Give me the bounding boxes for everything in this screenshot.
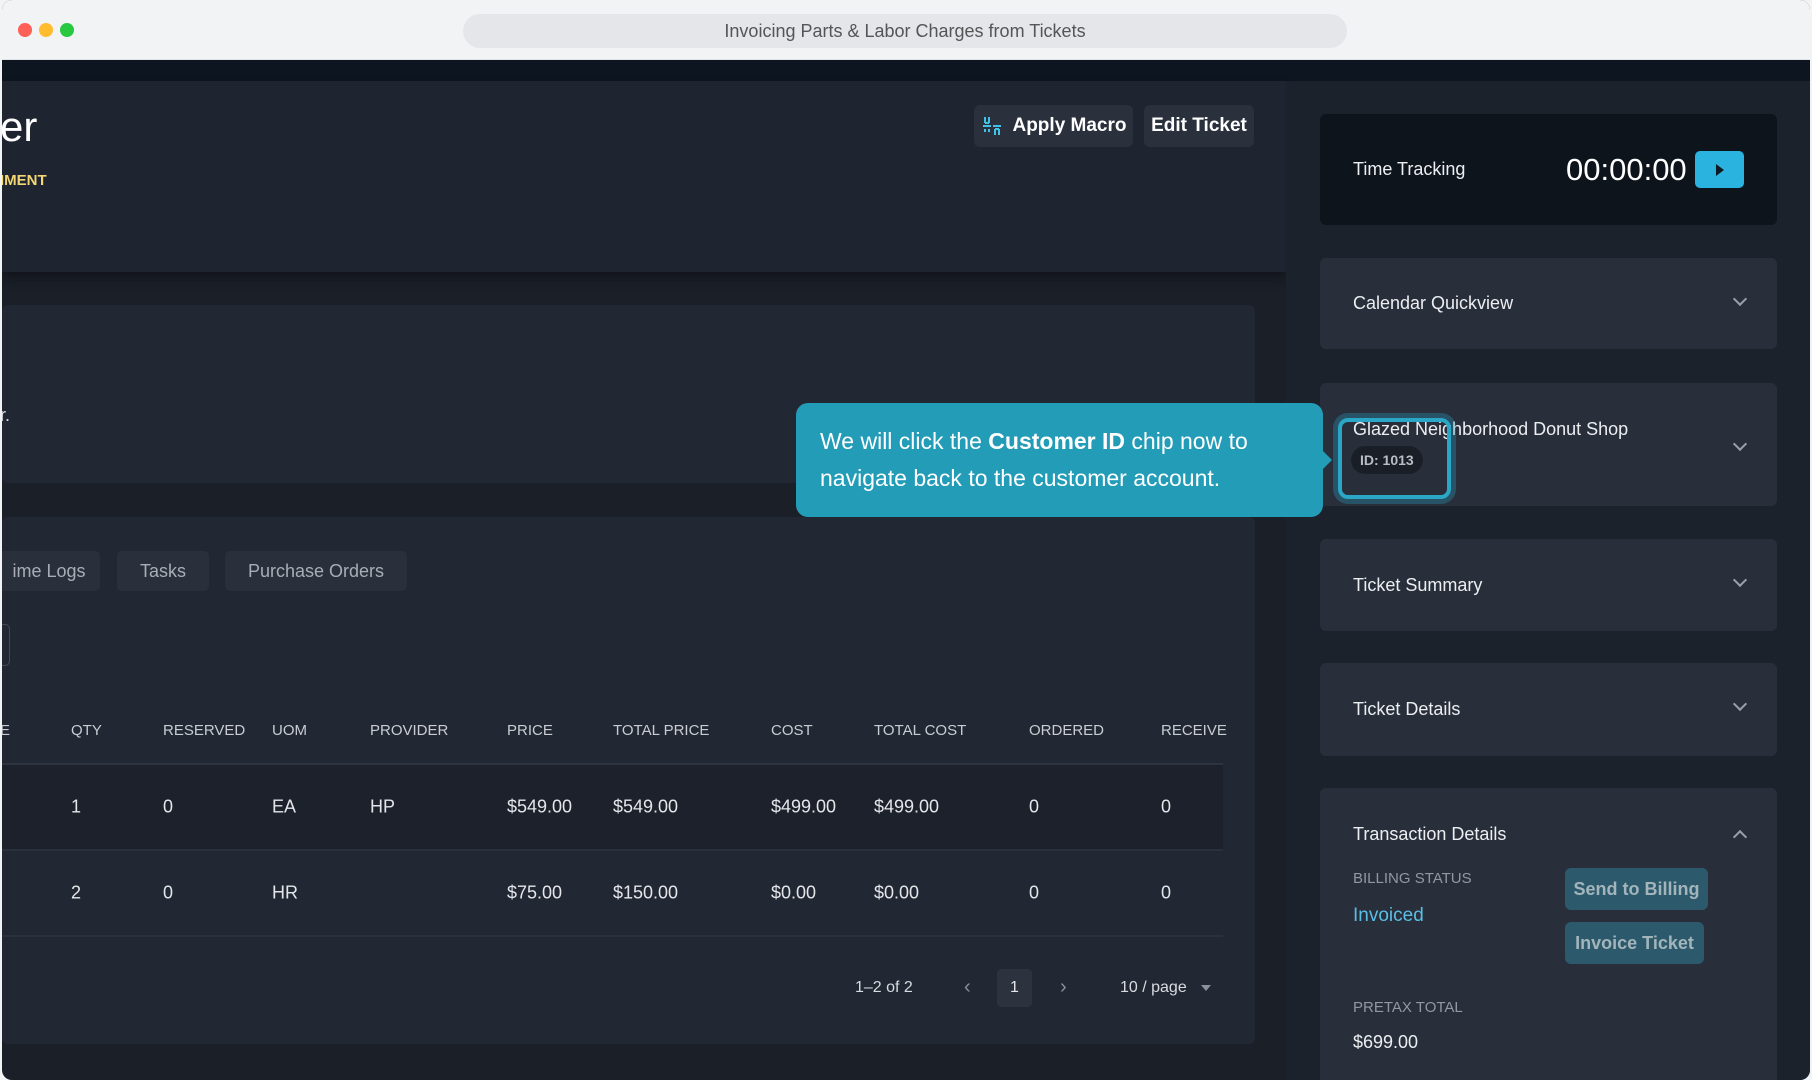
reserved-cell: 0 xyxy=(163,796,174,817)
ticket-details-title: Ticket Details xyxy=(1353,699,1461,719)
column-header: PRICE xyxy=(507,722,553,739)
column-header: QTY xyxy=(71,722,102,739)
qty-cell: 2 xyxy=(71,882,82,903)
chevron-down-icon xyxy=(1732,291,1748,307)
cost-cell: $499.00 xyxy=(771,796,837,817)
customer-card[interactable]: Glazed Neighborhood Donut Shop ID: 1013 xyxy=(1320,383,1777,506)
start-timer-button[interactable] xyxy=(1695,151,1744,188)
column-header: UOM xyxy=(272,722,307,739)
price-cell: $75.00 xyxy=(507,882,563,903)
table-row[interactable]: 2 0 HR $75.00 $150.00 $0.00 $0.00 0 0 xyxy=(2,851,1223,937)
edit-ticket-button[interactable]: Edit Ticket xyxy=(1144,105,1254,147)
tooltip-highlight: Customer ID xyxy=(988,428,1126,454)
reserved-cell: 0 xyxy=(163,882,174,903)
cost-cell: $0.00 xyxy=(771,882,817,903)
title-bar: Invoicing Parts & Labor Charges from Tic… xyxy=(2,0,1810,60)
tooltip-arrow xyxy=(1323,451,1332,469)
column-header: TOTAL COST xyxy=(874,722,967,739)
time-tracking-card: Time Tracking 00:00:00 xyxy=(1320,114,1777,225)
billing-status-value: Invoiced xyxy=(1353,905,1424,926)
billing-status-label: BILLING STATUS xyxy=(1353,870,1472,887)
time-tracking-label: Time Tracking xyxy=(1353,159,1466,179)
next-page-button[interactable]: › xyxy=(1060,976,1067,998)
macro-icon xyxy=(983,117,1002,135)
chevron-up-icon[interactable] xyxy=(1732,829,1748,845)
ticket-header: er IMENT Apply Macro Edit Ticket xyxy=(2,81,1286,272)
window-title: Invoicing Parts & Labor Charges from Tic… xyxy=(463,14,1347,48)
apply-macro-label: Apply Macro xyxy=(1012,115,1127,136)
price-cell: $549.00 xyxy=(507,796,573,817)
received-cell: 0 xyxy=(1161,796,1172,817)
ticket-tabs-panel: ime Logs Tasks Purchase Orders E QTY RES… xyxy=(2,517,1255,1044)
page-title: er xyxy=(2,103,38,150)
qty-cell: 1 xyxy=(71,796,82,817)
customer-id-chip[interactable]: ID: 1013 xyxy=(1351,446,1423,474)
customer-id-highlight xyxy=(1338,418,1451,499)
received-cell: 0 xyxy=(1161,882,1172,903)
chevron-down-icon xyxy=(1732,696,1748,712)
invoice-ticket-button[interactable]: Invoice Ticket xyxy=(1565,922,1704,964)
send-to-billing-button[interactable]: Send to Billing xyxy=(1565,868,1708,910)
page-size-select[interactable]: 10 / page xyxy=(1120,979,1211,997)
caret-down-icon xyxy=(1200,985,1211,991)
calendar-quickview-card[interactable]: Calendar Quickview xyxy=(1320,258,1777,349)
page-size-value: 10 / page xyxy=(1120,979,1187,996)
ordered-cell: 0 xyxy=(1029,882,1040,903)
tooltip-text: chip now to navigate back to the custome… xyxy=(820,428,1248,491)
tooltip-text: We will click the xyxy=(820,428,989,454)
guide-tooltip: We will click the Customer ID chip now t… xyxy=(796,403,1332,517)
play-icon xyxy=(1716,164,1724,176)
transaction-details-card: Transaction Details BILLING STATUS Invoi… xyxy=(1320,788,1777,1080)
page-1-button[interactable]: 1 xyxy=(997,969,1032,1007)
apply-macro-button[interactable]: Apply Macro xyxy=(974,105,1133,147)
column-header: ORDERED xyxy=(1029,722,1105,739)
total-cost-cell: $499.00 xyxy=(874,796,940,817)
column-header: RECEIVE xyxy=(1161,722,1227,739)
prev-page-button[interactable]: ‹ xyxy=(964,976,971,998)
timer-display: 00:00:00 xyxy=(1566,152,1687,187)
pagination-range: 1–2 of 2 xyxy=(855,979,913,996)
top-nav-bar xyxy=(2,60,1810,81)
column-header: COST xyxy=(771,722,813,739)
transaction-details-title[interactable]: Transaction Details xyxy=(1353,824,1507,844)
provider-cell: HP xyxy=(370,796,396,817)
total-price-cell: $150.00 xyxy=(613,882,679,903)
ordered-cell: 0 xyxy=(1029,796,1040,817)
pretax-total-value: $699.00 xyxy=(1353,1032,1419,1052)
column-header: E xyxy=(2,722,11,739)
pretax-total-label: PRETAX TOTAL xyxy=(1353,999,1463,1016)
tab-purchase-orders[interactable]: Purchase Orders xyxy=(225,551,407,591)
column-header: TOTAL PRICE xyxy=(613,722,710,739)
column-header: PROVIDER xyxy=(370,722,449,739)
search-input[interactable] xyxy=(2,624,10,666)
chevron-down-icon xyxy=(1732,436,1748,452)
maximize-window-button[interactable] xyxy=(60,23,74,37)
chevron-down-icon xyxy=(1732,572,1748,588)
close-window-button[interactable] xyxy=(18,23,32,37)
ticket-summary-card[interactable]: Ticket Summary xyxy=(1320,539,1777,631)
ticket-sidebar: Time Tracking 00:00:00 Calendar Quickvie… xyxy=(1286,81,1810,1080)
header-divider xyxy=(2,763,1223,765)
ticket-details-card[interactable]: Ticket Details xyxy=(1320,663,1777,756)
calendar-quickview-title: Calendar Quickview xyxy=(1353,293,1514,313)
uom-cell: HR xyxy=(272,882,298,903)
uom-cell: EA xyxy=(272,796,297,817)
total-cost-cell: $0.00 xyxy=(874,882,920,903)
minimize-window-button[interactable] xyxy=(39,23,53,37)
ticket-summary-title: Ticket Summary xyxy=(1353,575,1483,595)
ticket-type-label: IMENT xyxy=(2,172,47,189)
tab-time-logs[interactable]: ime Logs xyxy=(2,551,100,591)
tab-tasks[interactable]: Tasks xyxy=(117,551,209,591)
customer-name: Glazed Neighborhood Donut Shop xyxy=(1353,419,1629,439)
table-row[interactable]: 1 0 EA HP $549.00 $549.00 $499.00 $499.0… xyxy=(2,765,1223,851)
column-header: RESERVED xyxy=(163,722,246,739)
info-text: r. xyxy=(2,405,11,425)
total-price-cell: $549.00 xyxy=(613,796,679,817)
